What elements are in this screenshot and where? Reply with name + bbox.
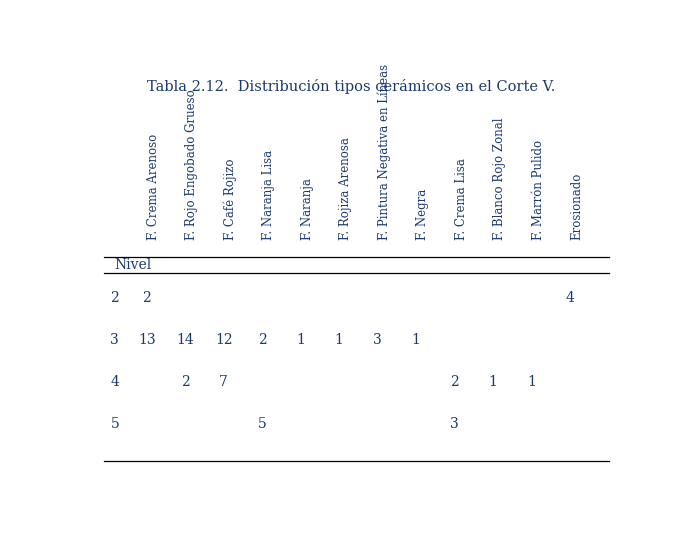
Text: F. Negra: F. Negra (416, 189, 429, 240)
Text: 3: 3 (110, 333, 119, 347)
Text: F. Naranja Lisa: F. Naranja Lisa (262, 150, 275, 240)
Text: F. Crema Lisa: F. Crema Lisa (455, 158, 468, 240)
Text: F. Crema Arenoso: F. Crema Arenoso (147, 134, 160, 240)
Text: 2: 2 (110, 292, 119, 306)
Text: 1: 1 (412, 333, 421, 347)
Text: 4: 4 (566, 292, 575, 306)
Text: 2: 2 (181, 375, 190, 389)
Text: Tabla 2.12.  Distribución tipos cerámicos en el Corte V.: Tabla 2.12. Distribución tipos cerámicos… (147, 79, 556, 94)
Text: F. Café Rojizo: F. Café Rojizo (223, 158, 237, 240)
Text: 1: 1 (488, 375, 497, 389)
Text: 4: 4 (110, 375, 119, 389)
Text: 14: 14 (176, 333, 194, 347)
Text: 1: 1 (335, 333, 344, 347)
Text: 7: 7 (219, 375, 228, 389)
Text: 5: 5 (110, 417, 119, 431)
Text: F. Naranja: F. Naranja (301, 178, 314, 240)
Text: 1: 1 (296, 333, 305, 347)
Text: 3: 3 (373, 333, 382, 347)
Text: F. Rojo Engobado Grueso: F. Rojo Engobado Grueso (185, 90, 198, 240)
Text: 13: 13 (138, 333, 155, 347)
Text: F. Marrón Pulido: F. Marrón Pulido (532, 140, 545, 240)
Text: 3: 3 (450, 417, 459, 431)
Text: 5: 5 (258, 417, 266, 431)
Text: 2: 2 (450, 375, 459, 389)
Text: F. Blanco Rojo Zonal: F. Blanco Rojo Zonal (493, 118, 506, 240)
Text: 1: 1 (527, 375, 536, 389)
Text: F. Pintura Negativa en Líneas: F. Pintura Negativa en Líneas (377, 64, 391, 240)
Text: 12: 12 (215, 333, 232, 347)
Text: Erosionado: Erosionado (570, 173, 583, 240)
Text: 2: 2 (258, 333, 266, 347)
Text: 2: 2 (142, 292, 151, 306)
Text: F. Rojiza Arenosa: F. Rojiza Arenosa (339, 137, 352, 240)
Text: Nivel: Nivel (115, 258, 152, 272)
